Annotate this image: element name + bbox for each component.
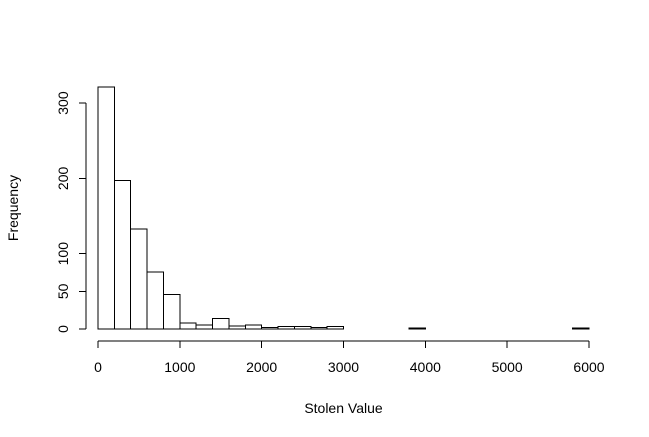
histogram-bar (244, 324, 263, 330)
x-tick-label: 2000 (246, 359, 277, 375)
histogram-bar (179, 322, 197, 330)
histogram-bar (261, 326, 279, 330)
histogram-bar (162, 293, 181, 330)
histogram-bar (293, 326, 312, 330)
y-tick-label: 200 (55, 166, 71, 190)
x-tick-label: 6000 (573, 359, 604, 375)
y-tick-label: 0 (55, 325, 71, 333)
histogram-bar (212, 317, 230, 330)
histogram-bar (228, 325, 246, 330)
y-axis-label: Frequency (5, 175, 21, 241)
y-axis: 0 50 100 200 300 (55, 91, 87, 333)
histogram-bar (195, 324, 214, 330)
histogram-bar (277, 326, 295, 330)
x-axis-label: Stolen Value (304, 400, 383, 416)
y-tick-label: 300 (55, 91, 71, 115)
histogram-bar (326, 326, 344, 330)
x-tick-label: 0 (94, 359, 102, 375)
histogram-bars (97, 86, 590, 330)
histogram-bar (113, 180, 132, 330)
histogram-bar (310, 326, 328, 330)
x-tick-label: 4000 (410, 359, 441, 375)
x-axis: 0 1000 2000 3000 4000 5000 6000 (94, 340, 605, 375)
x-tick-label: 5000 (492, 359, 523, 375)
histogram-bar (408, 327, 426, 330)
histogram-bar (146, 271, 164, 330)
y-tick-label: 100 (55, 242, 71, 266)
histogram-bar (572, 327, 590, 330)
histogram-bar (97, 86, 115, 330)
histogram-bar (130, 228, 148, 330)
x-tick-label: 1000 (164, 359, 195, 375)
y-tick-label: 50 (55, 283, 71, 299)
x-tick-label: 3000 (328, 359, 359, 375)
